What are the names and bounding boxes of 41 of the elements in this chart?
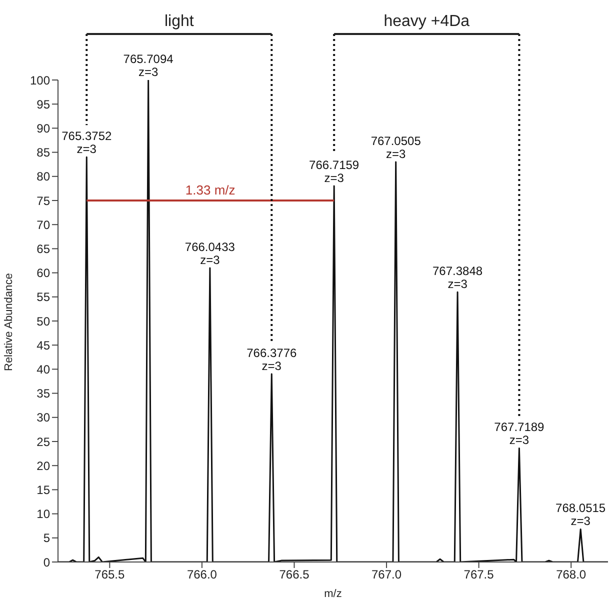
annotation: 767.0505 z=3 — [370, 134, 422, 161]
y-tick-label: 35 — [36, 386, 50, 401]
y-tick-label: 75 — [36, 194, 50, 208]
y-tick-label: 30 — [36, 410, 50, 425]
y-tick-label: 5 — [43, 531, 50, 546]
x-tick-label: 765.5 — [94, 568, 126, 582]
y-tick-label: 40 — [36, 362, 50, 376]
annotation: 765.3752 z=3 — [62, 129, 112, 156]
y-tick-label: 20 — [36, 458, 50, 473]
x-tick-label: 767.0 — [372, 568, 402, 582]
x-tick-label: 766.0 — [186, 568, 218, 582]
x-axis-title: m/z — [324, 588, 342, 600]
y-tick-label: 90 — [36, 121, 50, 136]
y-tick-label: 65 — [36, 242, 50, 256]
y-axis-title: Relative Abundance — [2, 273, 15, 371]
y-tick-label: 15 — [36, 482, 50, 497]
annotation: 766.7159 z=3 — [309, 158, 360, 186]
y-tick-label: 25 — [36, 434, 50, 449]
y-tick-label: 60 — [36, 266, 50, 280]
annotation: 766.0433 z=3 — [184, 240, 236, 267]
annotation: 766.3776 z=3 — [246, 346, 297, 374]
y-tick-label: 80 — [36, 170, 50, 184]
series-label: 1.33 m/z — [185, 182, 236, 198]
y-tick-label: 0 — [43, 555, 50, 570]
y-tick-label: 45 — [36, 338, 50, 352]
annotation: 767.3848 z=3 — [432, 264, 483, 292]
y-tick-label: 50 — [36, 314, 50, 328]
x-tick-label: 767.5 — [464, 568, 494, 582]
x-tick-label: 766.5 — [279, 568, 310, 582]
annotation: 768.0515 z=3 — [556, 501, 606, 528]
annotation: 765.7094 z=3 — [123, 52, 174, 79]
y-tick-label: 100 — [30, 73, 50, 88]
annotation: 767.7189 z=3 — [494, 420, 545, 448]
text: heavy +4Da — [384, 13, 470, 30]
y-tick-label: 55 — [36, 290, 50, 304]
x-tick-label: 768.0 — [556, 568, 586, 582]
y-tick-label: 95 — [36, 97, 50, 112]
y-tick-label: 85 — [36, 146, 50, 160]
text: light — [164, 13, 194, 30]
y-tick-label: 10 — [36, 507, 50, 522]
y-tick-label: 70 — [36, 218, 50, 232]
